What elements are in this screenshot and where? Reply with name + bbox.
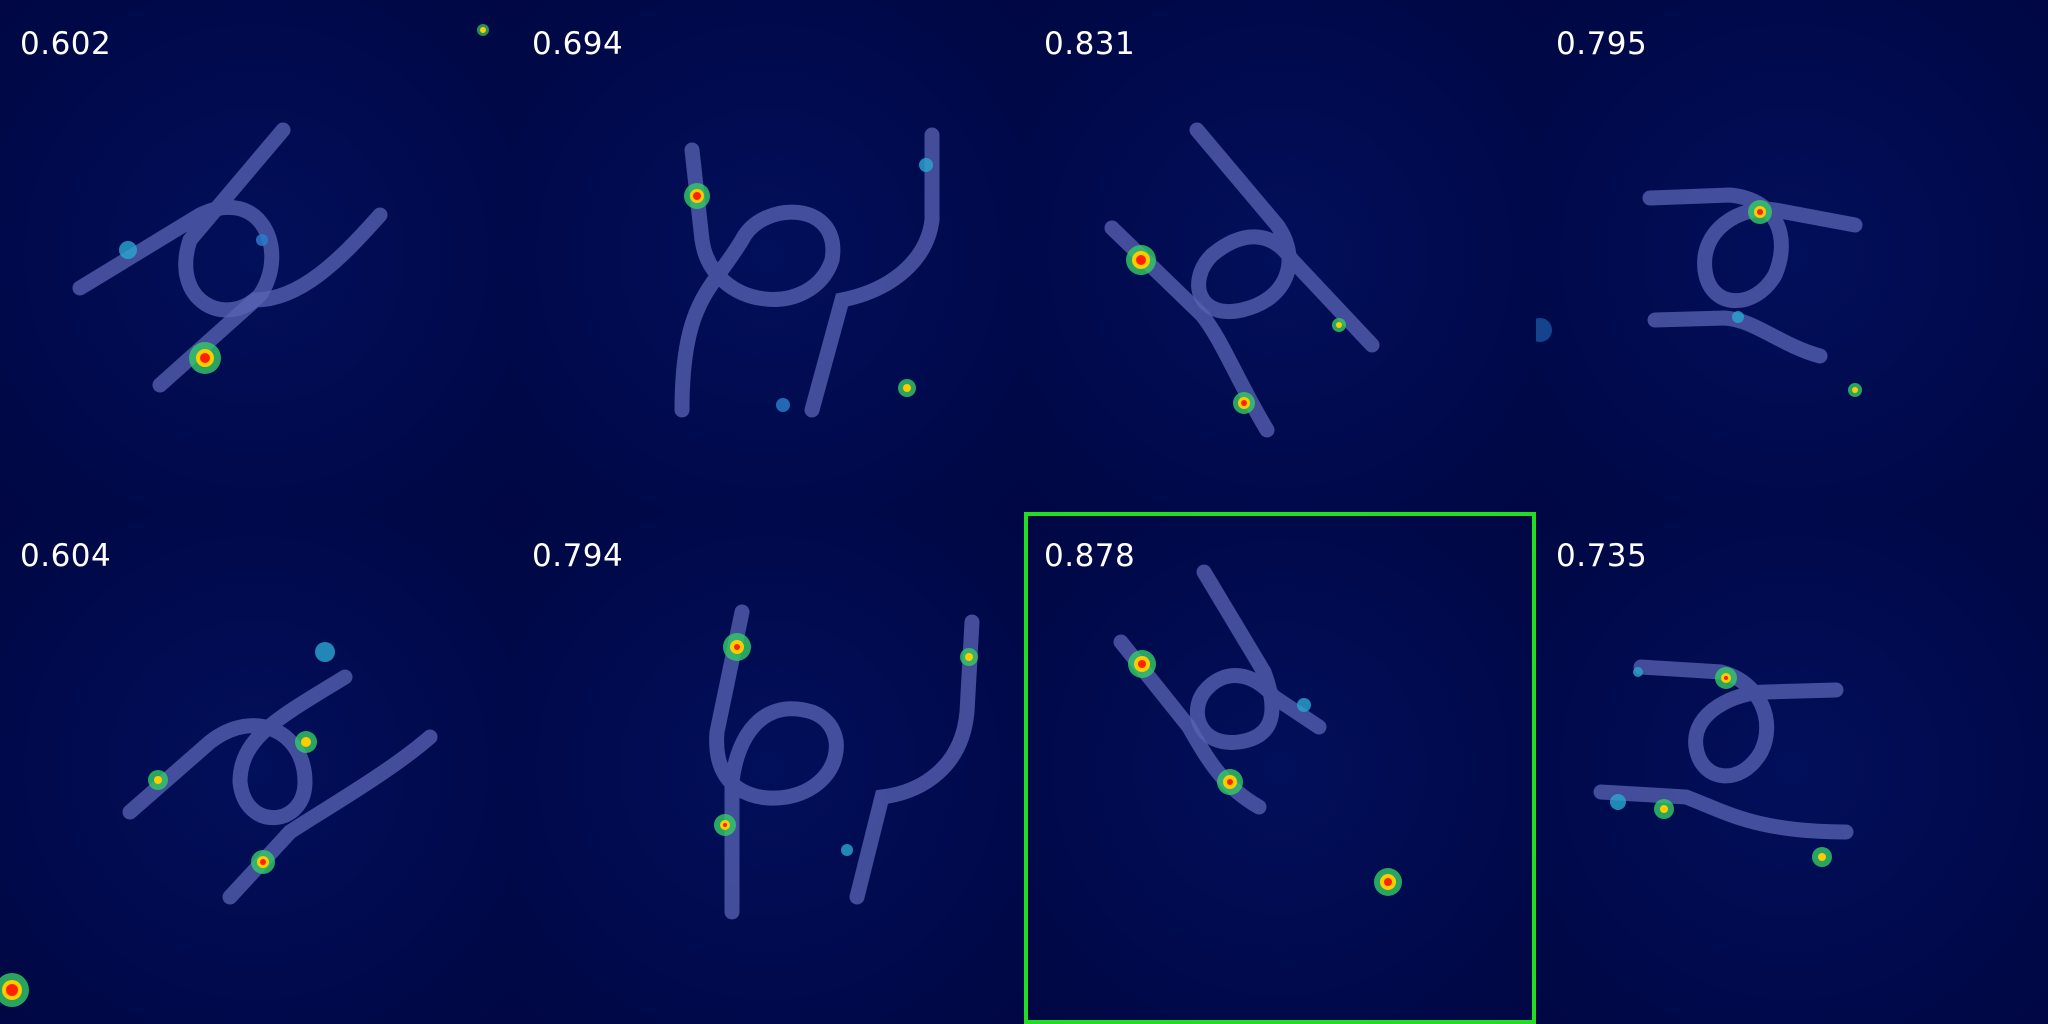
- heatmap-tile-6: 0.794: [512, 512, 1024, 1024]
- cable-heatmap-image: [1104, 122, 1380, 438]
- heatmap-tile-8: 0.735: [1536, 512, 2048, 1024]
- cable-heatmap-image: [1113, 564, 1402, 896]
- cable-heatmap-image: [0, 642, 438, 1007]
- score-label: 0.878: [1044, 538, 1136, 574]
- activation-hotspots: [1126, 245, 1346, 414]
- cable-heatmap-image: [1536, 187, 1863, 397]
- score-label: 0.795: [1556, 26, 1648, 62]
- heatmap-tile-2: 0.694: [512, 0, 1024, 512]
- heatmap-tile-3: 0.831: [1024, 0, 1536, 512]
- score-label: 0.794: [532, 538, 624, 574]
- activation-hotspots: [1536, 200, 1862, 397]
- cable-heatmap-image: [709, 604, 980, 920]
- score-label: 0.735: [1556, 538, 1648, 574]
- cable-heatmap-image: [1593, 659, 1854, 867]
- heatmap-tile-4: 0.795: [1536, 0, 2048, 512]
- activation-hotspots: [119, 24, 489, 374]
- score-label: 0.694: [532, 26, 624, 62]
- activation-hotspots: [1128, 650, 1402, 896]
- score-label: 0.831: [1044, 26, 1136, 62]
- heatmap-tile-5: 0.604: [0, 512, 512, 1024]
- activation-hotspots: [0, 642, 335, 1007]
- cable-heatmap-image: [72, 24, 489, 393]
- cable-heatmap-image: [674, 127, 940, 418]
- activation-hotspots: [684, 158, 933, 412]
- activation-hotspots: [714, 633, 978, 856]
- heatmap-tile-7-selected: 0.878: [1024, 512, 1536, 1024]
- heatmap-tile-1: 0.602: [0, 0, 512, 512]
- score-label: 0.602: [20, 26, 112, 62]
- activation-hotspots: [1610, 667, 1832, 867]
- score-label: 0.604: [20, 538, 112, 574]
